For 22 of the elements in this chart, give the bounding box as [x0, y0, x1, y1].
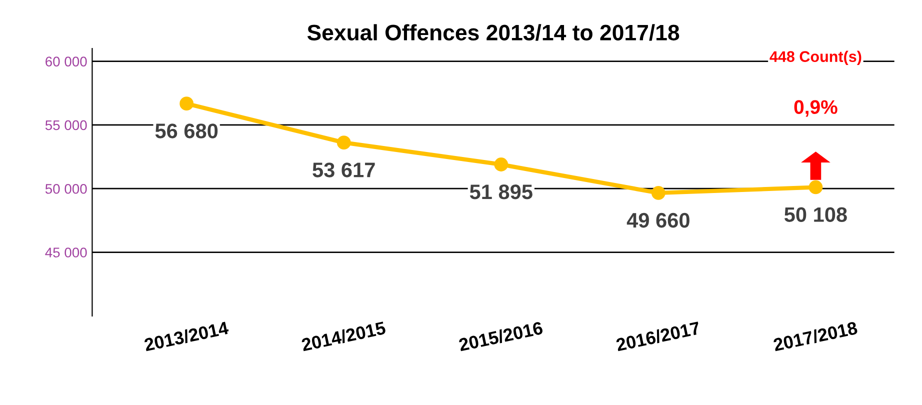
annotation: 448 Count(s) — [770, 50, 862, 66]
y-tick-label: 50 000 — [45, 184, 87, 194]
x-tick-label: 2017/2018 — [772, 320, 858, 352]
point — [180, 96, 194, 111]
point — [336, 136, 351, 150]
data-label: 56 680 — [155, 124, 218, 138]
y-tick-label: 60 000 — [46, 56, 87, 66]
x-tick-label: 2015/2016 — [458, 320, 544, 352]
point — [651, 186, 666, 200]
y-tick-label: 55 000 — [45, 120, 87, 130]
data-label: 53 617 — [312, 162, 375, 178]
point — [808, 180, 823, 194]
x-tick-label: 2013/2014 — [144, 320, 230, 352]
annotation: 0,9% — [794, 100, 838, 117]
data-label: 51 895 — [470, 184, 532, 200]
data-label: 50 108 — [784, 207, 847, 222]
x-tick-label: 2016/2017 — [616, 320, 700, 352]
y-tick-label: 45 000 — [45, 248, 87, 258]
x-tick-label: 2014/2015 — [300, 320, 386, 352]
chart-title: Sexual Offences 2013/14 to 2017/18 — [307, 24, 680, 41]
data-label: 49 660 — [626, 212, 690, 228]
point — [494, 158, 508, 172]
